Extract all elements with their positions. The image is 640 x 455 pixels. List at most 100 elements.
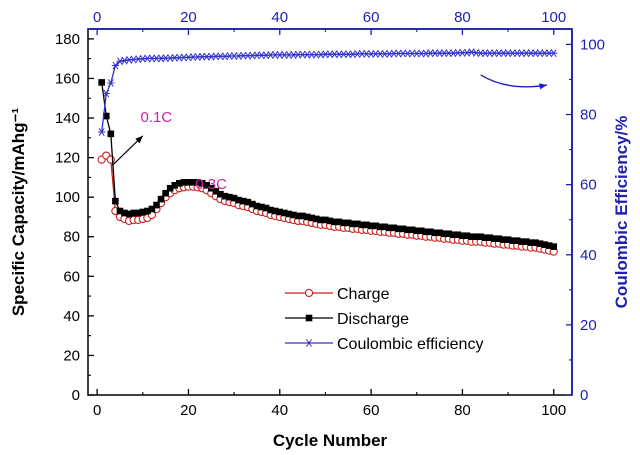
legend-item-charge: Charge <box>285 286 390 303</box>
series-layer <box>97 48 558 256</box>
star-stroke <box>190 53 196 61</box>
y-right-tick-label: 80 <box>580 107 597 124</box>
y-left-tick-label: 160 <box>55 70 80 87</box>
star-stroke <box>304 50 311 59</box>
star-stroke <box>180 53 187 62</box>
axes-layer: 0 20 40 60 80 100 0 20 40 60 80 100 0 20 40 60 80 100 120 1… <box>9 9 631 450</box>
data-point-discharge <box>459 232 466 240</box>
star-stroke <box>436 49 443 58</box>
data-point-discharge <box>491 235 498 243</box>
star-stroke <box>381 50 388 58</box>
legend-marker <box>305 314 313 322</box>
x-top-tick-label: 100 <box>541 9 566 26</box>
star-stroke <box>212 52 219 61</box>
star-stroke <box>276 51 283 59</box>
star-stroke <box>336 50 343 59</box>
x-top-tick-label: 80 <box>454 9 471 26</box>
data-point-discharge <box>221 192 229 200</box>
star-stroke <box>272 51 279 59</box>
star-stroke <box>167 54 174 62</box>
star-stroke <box>491 49 498 58</box>
data-point-discharge <box>509 237 516 244</box>
data-point-discharge <box>513 237 521 244</box>
star-stroke <box>477 49 484 58</box>
data-point-discharge <box>308 214 316 222</box>
star-stroke <box>509 49 516 58</box>
data-point-discharge <box>390 224 398 232</box>
star-stroke <box>331 50 338 59</box>
star-stroke <box>377 50 384 58</box>
star-stroke <box>327 50 333 59</box>
star-stroke <box>386 50 393 58</box>
data-point-discharge <box>404 226 411 234</box>
data-point-discharge <box>413 227 421 235</box>
data-point-discharge <box>354 220 361 228</box>
data-point-coulombic-efficiency <box>111 61 119 70</box>
y-right-axis-title: Coulombic Efficiency/% <box>612 116 631 309</box>
star-stroke <box>208 52 215 61</box>
data-point-discharge <box>271 207 279 215</box>
star-stroke <box>532 49 539 58</box>
star-stroke <box>445 49 452 58</box>
annotation-0-3c: 0.3C <box>195 176 227 193</box>
data-point-discharge <box>166 184 174 192</box>
star-stroke <box>395 49 402 58</box>
data-point-discharge <box>180 179 188 186</box>
star-stroke <box>550 49 557 58</box>
data-point-discharge <box>258 203 265 211</box>
star-stroke <box>527 49 534 58</box>
data-point-discharge <box>112 197 119 205</box>
data-point-discharge <box>449 231 457 239</box>
data-point-discharge <box>422 228 430 236</box>
data-point-discharge <box>541 241 548 248</box>
star-stroke <box>518 49 525 58</box>
data-point-discharge <box>303 213 311 221</box>
data-point-discharge <box>317 216 325 224</box>
data-point-discharge <box>399 225 407 233</box>
data-point-discharge <box>527 239 535 246</box>
star-stroke <box>226 52 233 60</box>
y-right-tick-label: 60 <box>580 177 597 194</box>
data-point-discharge <box>340 219 347 227</box>
y-right-tick-label: 100 <box>580 36 605 53</box>
star-stroke <box>126 55 133 64</box>
data-point-discharge <box>290 211 297 219</box>
star-stroke <box>454 48 461 57</box>
star-stroke <box>354 50 361 58</box>
data-point-discharge <box>144 207 151 215</box>
star-stroke <box>468 48 475 57</box>
series-coulombic-efficiency <box>98 48 558 136</box>
annotation-layer: 0.1C 0.3C <box>111 74 547 193</box>
data-point-discharge <box>294 212 302 220</box>
star-stroke <box>317 50 324 59</box>
series-discharge <box>98 79 558 250</box>
data-point-discharge <box>239 197 247 205</box>
efficiency-axis-arrow-head <box>539 83 547 90</box>
star-stroke <box>390 49 397 58</box>
star-stroke <box>500 49 507 58</box>
star-stroke <box>254 51 260 60</box>
data-point-discharge <box>244 198 252 206</box>
data-point-discharge <box>331 218 338 226</box>
star-stroke <box>158 54 164 63</box>
data-point-discharge <box>536 240 544 247</box>
data-point-discharge <box>235 196 242 204</box>
x-bottom-tick-label: 100 <box>541 402 566 419</box>
data-point-discharge <box>171 181 179 189</box>
data-point-coulombic-efficiency <box>107 79 115 87</box>
star-stroke <box>363 50 370 58</box>
star-stroke <box>409 49 416 58</box>
data-point-discharge <box>518 238 526 245</box>
data-point-coulombic-efficiency <box>98 128 106 136</box>
data-point-discharge <box>198 180 206 187</box>
star-stroke <box>258 51 265 60</box>
star-stroke <box>422 49 429 58</box>
star-stroke <box>349 50 356 59</box>
x-bottom-tick-label: 60 <box>363 402 380 419</box>
y-right-tick-label: 40 <box>580 247 597 264</box>
legend: Charge Discharge Coulombic efficiency <box>285 286 483 353</box>
data-point-discharge <box>504 236 512 243</box>
data-point-discharge <box>313 215 320 223</box>
data-point-discharge <box>381 223 389 231</box>
star-stroke <box>441 49 448 58</box>
